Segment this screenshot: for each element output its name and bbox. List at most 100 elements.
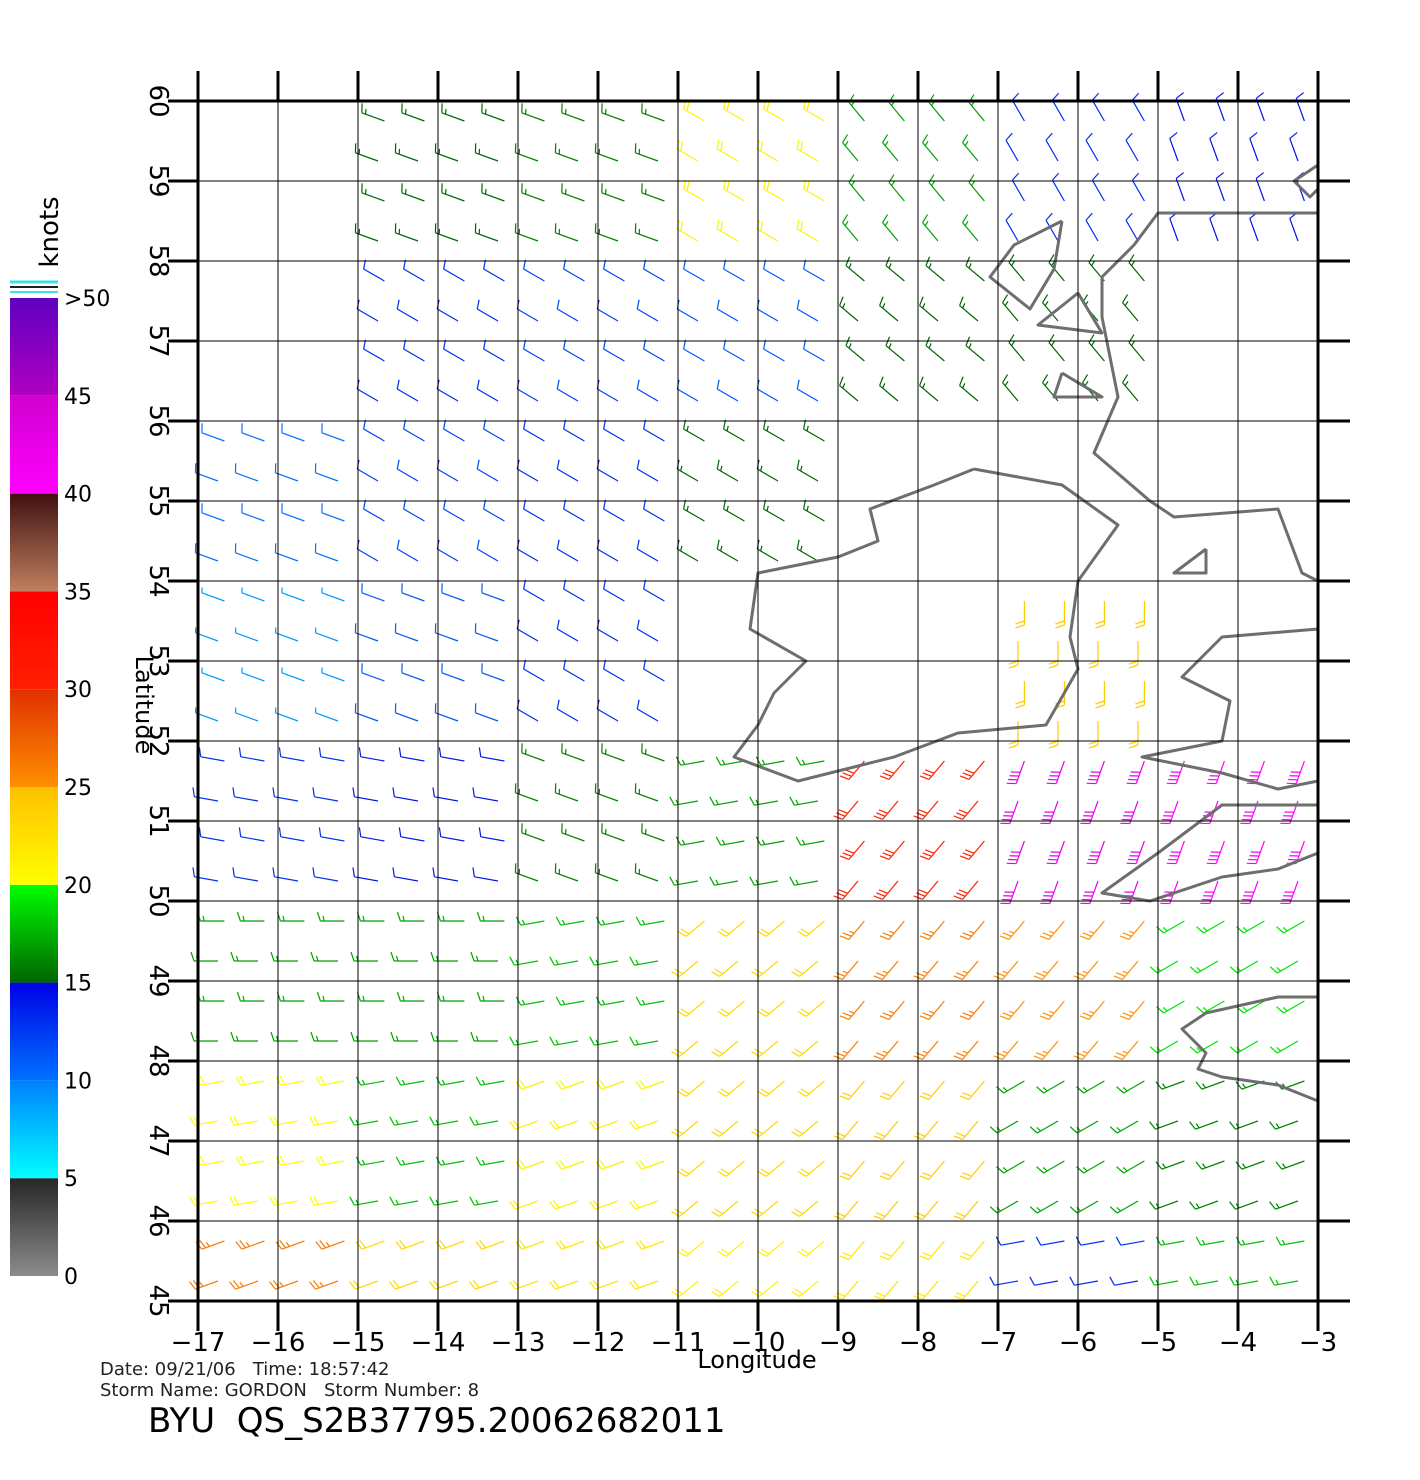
wind-barb: [919, 1080, 945, 1100]
wind-barb: [472, 787, 499, 802]
wind-barb: [848, 94, 865, 122]
wind-barb: [281, 423, 305, 442]
wind-barb: [235, 1155, 265, 1166]
wind-barb: [959, 1000, 985, 1020]
wind-barb: [563, 259, 585, 282]
wind-barb: [873, 800, 899, 820]
wind-barb: [561, 103, 585, 122]
wind-barb: [1229, 1120, 1259, 1130]
y-tick-label: 55: [143, 484, 173, 517]
wind-barb: [396, 911, 425, 922]
wind-barb: [434, 703, 459, 722]
wind-barb: [842, 134, 859, 162]
wind-barb: [523, 339, 545, 362]
colorbar-tick-label: 20: [64, 874, 92, 899]
wind-barb: [441, 583, 465, 602]
wind-barb: [1195, 1236, 1225, 1246]
wind-barb: [389, 1116, 419, 1126]
wind-barb: [309, 1280, 339, 1290]
wind-barb: [443, 419, 465, 442]
wind-barb: [469, 1196, 499, 1206]
wind-barb: [1095, 601, 1105, 629]
wind-barb: [363, 499, 385, 522]
wind-barb: [641, 743, 665, 762]
wind-barb: [318, 827, 345, 842]
wind-barb: [1249, 132, 1259, 162]
wind-barb: [723, 339, 745, 362]
wind-barb: [354, 623, 379, 642]
wind-barb: [709, 796, 739, 806]
wind-barbs: [189, 92, 1305, 1300]
wind-barb: [716, 539, 739, 562]
wind-barb: [953, 1040, 979, 1060]
wind-barb: [1069, 1276, 1099, 1286]
wind-barb: [1051, 172, 1065, 202]
wind-barb: [275, 1155, 305, 1166]
x-tick-label: −5: [1139, 1328, 1177, 1358]
wind-barb: [403, 339, 425, 362]
wind-barb: [236, 911, 265, 922]
wind-barb: [563, 499, 585, 522]
wind-barb: [1036, 1160, 1065, 1174]
wind-barb: [315, 1075, 345, 1086]
colorbar-segment: [10, 591, 58, 690]
wind-barb: [556, 539, 579, 562]
wind-barb: [355, 1240, 385, 1250]
colorbar-tick-label: 40: [64, 483, 92, 508]
wind-barb: [516, 619, 539, 642]
date-line: Date: 09/21/06 Time: 18:57:42: [100, 1359, 390, 1380]
wind-barb: [315, 1155, 345, 1166]
wind-barb: [796, 539, 819, 562]
wind-barb: [839, 296, 859, 322]
wind-barb: [278, 827, 305, 842]
wind-barb: [1039, 1000, 1065, 1020]
wind-barb: [879, 760, 905, 780]
wind-barb: [555, 1160, 585, 1170]
y-tick-label: 60: [143, 84, 173, 117]
wind-barb: [514, 783, 539, 802]
wind-barb: [475, 1076, 505, 1086]
wind-barb: [756, 139, 779, 162]
y-tick-label: 51: [143, 804, 173, 837]
wind-barb: [717, 1000, 745, 1017]
wind-barb: [833, 960, 859, 980]
wind-barb: [1033, 960, 1059, 980]
wind-barb: [555, 1080, 585, 1090]
wind-barb: [677, 1080, 705, 1097]
wind-barb: [796, 139, 819, 162]
wind-barb: [554, 143, 579, 162]
wind-barb: [879, 920, 905, 940]
wind-barb: [469, 1116, 499, 1126]
wind-barb: [1125, 132, 1139, 162]
wind-barb: [683, 419, 705, 442]
wind-barb: [554, 223, 579, 242]
wind-barb: [756, 459, 779, 482]
wind-barb: [1075, 1236, 1105, 1246]
wind-barb: [873, 1040, 899, 1060]
wind-barb: [989, 1276, 1019, 1286]
wind-barb: [355, 1076, 385, 1086]
wind-barb: [483, 419, 505, 442]
wind-barb: [716, 459, 739, 482]
wind-barb: [483, 499, 505, 522]
wind-barb: [443, 499, 465, 522]
wind-barb: [833, 1040, 859, 1060]
wind-barb: [1269, 1276, 1299, 1286]
wind-barb: [392, 787, 419, 802]
wind-barb: [789, 796, 819, 806]
wind-barb: [241, 423, 265, 442]
wind-barb: [1113, 1040, 1139, 1060]
wind-barb: [195, 1075, 225, 1086]
wind-barb: [797, 1160, 825, 1177]
wind-barb: [321, 667, 345, 682]
wind-barb: [1120, 880, 1139, 905]
y-tick-label: 53: [143, 644, 173, 677]
wind-barb: [996, 1160, 1025, 1174]
wind-barb: [603, 499, 625, 522]
wind-barb: [756, 379, 779, 402]
wind-barb: [549, 1280, 579, 1290]
wind-barb: [1046, 840, 1065, 865]
wind-barb: [1080, 800, 1099, 825]
wind-barb: [1079, 1000, 1105, 1020]
wind-barb: [683, 259, 705, 282]
